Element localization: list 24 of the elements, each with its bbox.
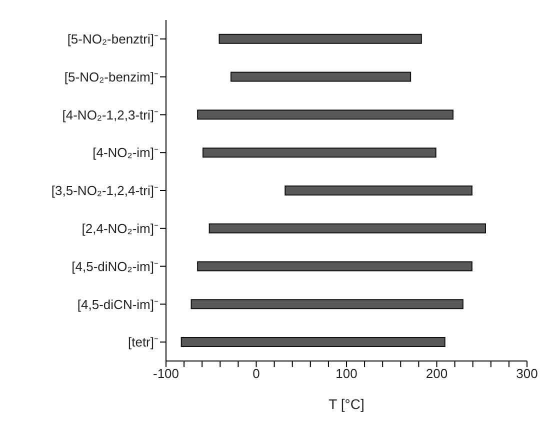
bar <box>218 34 422 44</box>
bar <box>197 261 472 272</box>
bar <box>180 337 446 348</box>
bar <box>230 72 412 82</box>
y-tick-label: [tetr]⁻ <box>128 334 158 350</box>
x-tick-label: 0 <box>252 366 260 382</box>
y-tick-label: [4-NO₂-1,2,3-tri]⁻ <box>62 107 158 122</box>
y-tick-label: [5-NO₂-benzim]⁻ <box>64 69 158 84</box>
bar <box>197 110 454 120</box>
y-tick-label: [3,5-NO₂-1,2,4-tri]⁻ <box>51 183 158 198</box>
bar <box>208 223 486 234</box>
x-tick-label: 200 <box>426 366 448 382</box>
bar <box>284 185 472 196</box>
x-tick-label: 300 <box>516 366 538 382</box>
y-tick-label: [4-NO₂-im]⁻ <box>92 145 158 160</box>
bar <box>202 148 436 158</box>
x-tick-label: -100 <box>152 366 180 382</box>
x-axis-title: T [°C] <box>328 396 364 412</box>
x-tick-label: 100 <box>336 366 358 382</box>
y-tick-label: [4,5-diCN-im]⁻ <box>77 296 158 312</box>
y-tick-label: [2,4-NO₂-im]⁻ <box>82 221 158 236</box>
bar <box>190 299 464 310</box>
y-tick-label: [4,5-diNO₂-im]⁻ <box>72 258 158 274</box>
y-tick-label: [5-NO₂-benztri]⁻ <box>67 32 158 47</box>
